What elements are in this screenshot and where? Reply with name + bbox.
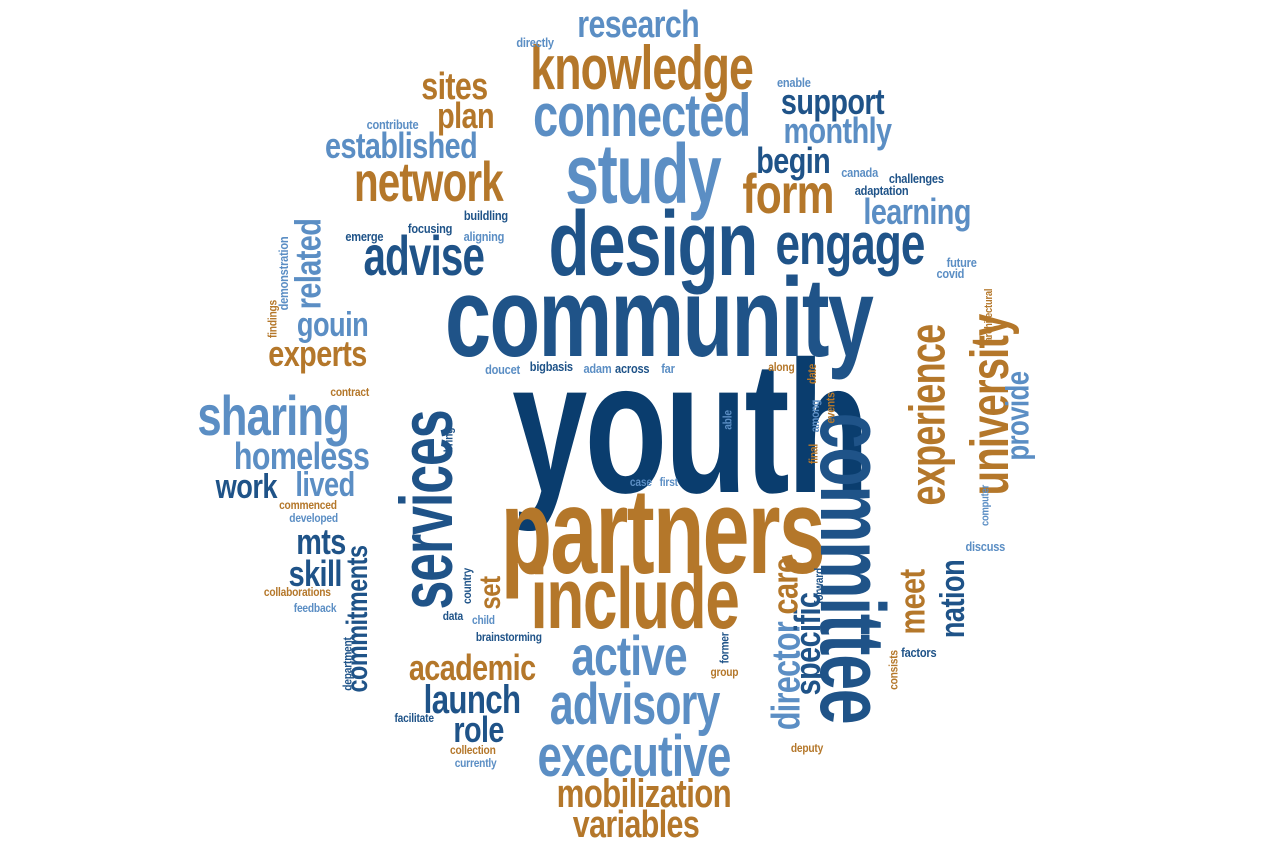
word-mobilization: mobilization bbox=[556, 772, 732, 816]
word-former: former bbox=[717, 632, 732, 664]
word-active: active bbox=[571, 624, 687, 687]
word-study: study bbox=[565, 127, 721, 221]
word-commenced: commenced bbox=[279, 498, 337, 512]
word-partners: partners bbox=[500, 463, 826, 599]
word-role: role bbox=[453, 709, 504, 750]
word-challenges: challenges bbox=[888, 171, 944, 186]
word-experience: experience bbox=[899, 324, 956, 506]
word-directly: directly bbox=[516, 35, 554, 50]
word-support: support bbox=[780, 81, 885, 122]
word-case: case bbox=[629, 475, 652, 489]
word-facilitate: facilitate bbox=[394, 711, 434, 725]
word-advisory: advisory bbox=[549, 672, 721, 737]
word-child: child bbox=[472, 613, 495, 627]
word-computer: computer bbox=[979, 484, 992, 527]
word-along: along bbox=[768, 360, 795, 374]
word-engage: engage bbox=[775, 212, 926, 277]
word-far: far bbox=[661, 361, 675, 376]
word-adaptation: adaptation bbox=[854, 183, 909, 198]
word-consists: consists bbox=[886, 650, 901, 690]
word-deputy: deputy bbox=[790, 741, 824, 755]
word-adam: adam bbox=[583, 361, 612, 376]
word-variables: variables bbox=[572, 804, 700, 846]
word-buildling: buildling bbox=[463, 208, 508, 223]
word-plan: plan bbox=[437, 95, 495, 136]
word-provide: provide bbox=[999, 371, 1036, 461]
word-connected: connected bbox=[533, 82, 751, 149]
word-final: final bbox=[806, 444, 821, 464]
word-architectural: architectural bbox=[983, 288, 996, 343]
word-discuss: discuss bbox=[965, 539, 1006, 554]
word-lived: lived bbox=[295, 466, 355, 504]
word-across: across bbox=[615, 361, 650, 376]
word-skill: skill bbox=[288, 553, 343, 594]
word-feedback: feedback bbox=[293, 601, 337, 615]
word-developed: developed bbox=[289, 511, 338, 525]
word-monthly: monthly bbox=[783, 110, 892, 151]
word-launch: launch bbox=[423, 678, 521, 722]
word-executive: executive bbox=[537, 724, 731, 789]
word-focusing: focusing bbox=[407, 221, 453, 236]
word-experts: experts bbox=[268, 333, 367, 374]
word-collaborations: collaborations bbox=[263, 585, 331, 599]
word-doucet: doucet bbox=[485, 362, 520, 377]
word-gouin: gouin bbox=[296, 306, 369, 344]
word-youth: youth bbox=[512, 322, 870, 532]
word-forward: forward bbox=[812, 568, 827, 604]
word-sharing: sharing bbox=[197, 384, 350, 447]
word-events: events bbox=[823, 392, 838, 424]
word-contribute: contribute bbox=[366, 117, 419, 132]
word-nation: nation bbox=[933, 559, 972, 639]
word-community: community bbox=[445, 255, 874, 380]
word-research: research bbox=[577, 4, 700, 46]
word-mts: mts bbox=[296, 521, 346, 562]
word-bring: bring bbox=[441, 427, 456, 453]
word-begin: begin bbox=[756, 140, 831, 181]
word-academic: academic bbox=[408, 647, 536, 688]
word-among: among bbox=[808, 399, 823, 433]
word-set: set bbox=[473, 576, 507, 610]
word-currently: currently bbox=[454, 756, 497, 770]
word-collection: collection bbox=[450, 743, 496, 757]
word-knowledge: knowledge bbox=[530, 34, 754, 103]
word-first: first bbox=[659, 475, 678, 489]
word-contract: contract bbox=[330, 385, 370, 399]
word-data: data bbox=[442, 609, 463, 623]
word-care: care bbox=[764, 557, 806, 615]
word-factors: factors bbox=[901, 645, 937, 660]
word-able: able bbox=[720, 410, 735, 430]
word-learning: learning bbox=[863, 191, 971, 232]
word-advise: advise bbox=[363, 224, 485, 287]
word-sites: sites bbox=[421, 66, 488, 108]
word-homeless: homeless bbox=[233, 436, 370, 478]
word-design: design bbox=[548, 193, 759, 295]
word-aligning: aligning bbox=[463, 229, 505, 244]
word-brainstorming: brainstorming bbox=[475, 630, 542, 644]
word-covid: covid bbox=[936, 266, 965, 281]
word-enable: enable bbox=[776, 75, 811, 90]
word-future: future bbox=[946, 255, 977, 270]
word-network: network bbox=[353, 150, 504, 213]
word-findings: findings bbox=[265, 299, 280, 339]
word-emerge: emerge bbox=[345, 229, 384, 244]
word-department: department bbox=[340, 637, 355, 691]
word-bigbasis: bigbasis bbox=[529, 359, 573, 374]
word-canada: canada bbox=[841, 165, 879, 180]
word-established: established bbox=[325, 125, 478, 166]
word-work: work bbox=[215, 468, 278, 506]
word-meet: meet bbox=[891, 569, 933, 635]
word-country: country bbox=[460, 568, 475, 604]
word-related: related bbox=[287, 218, 329, 310]
word-form: form bbox=[742, 162, 834, 225]
word-group: group bbox=[710, 665, 739, 679]
word-include: include bbox=[530, 551, 739, 647]
word-date: date bbox=[804, 363, 819, 385]
